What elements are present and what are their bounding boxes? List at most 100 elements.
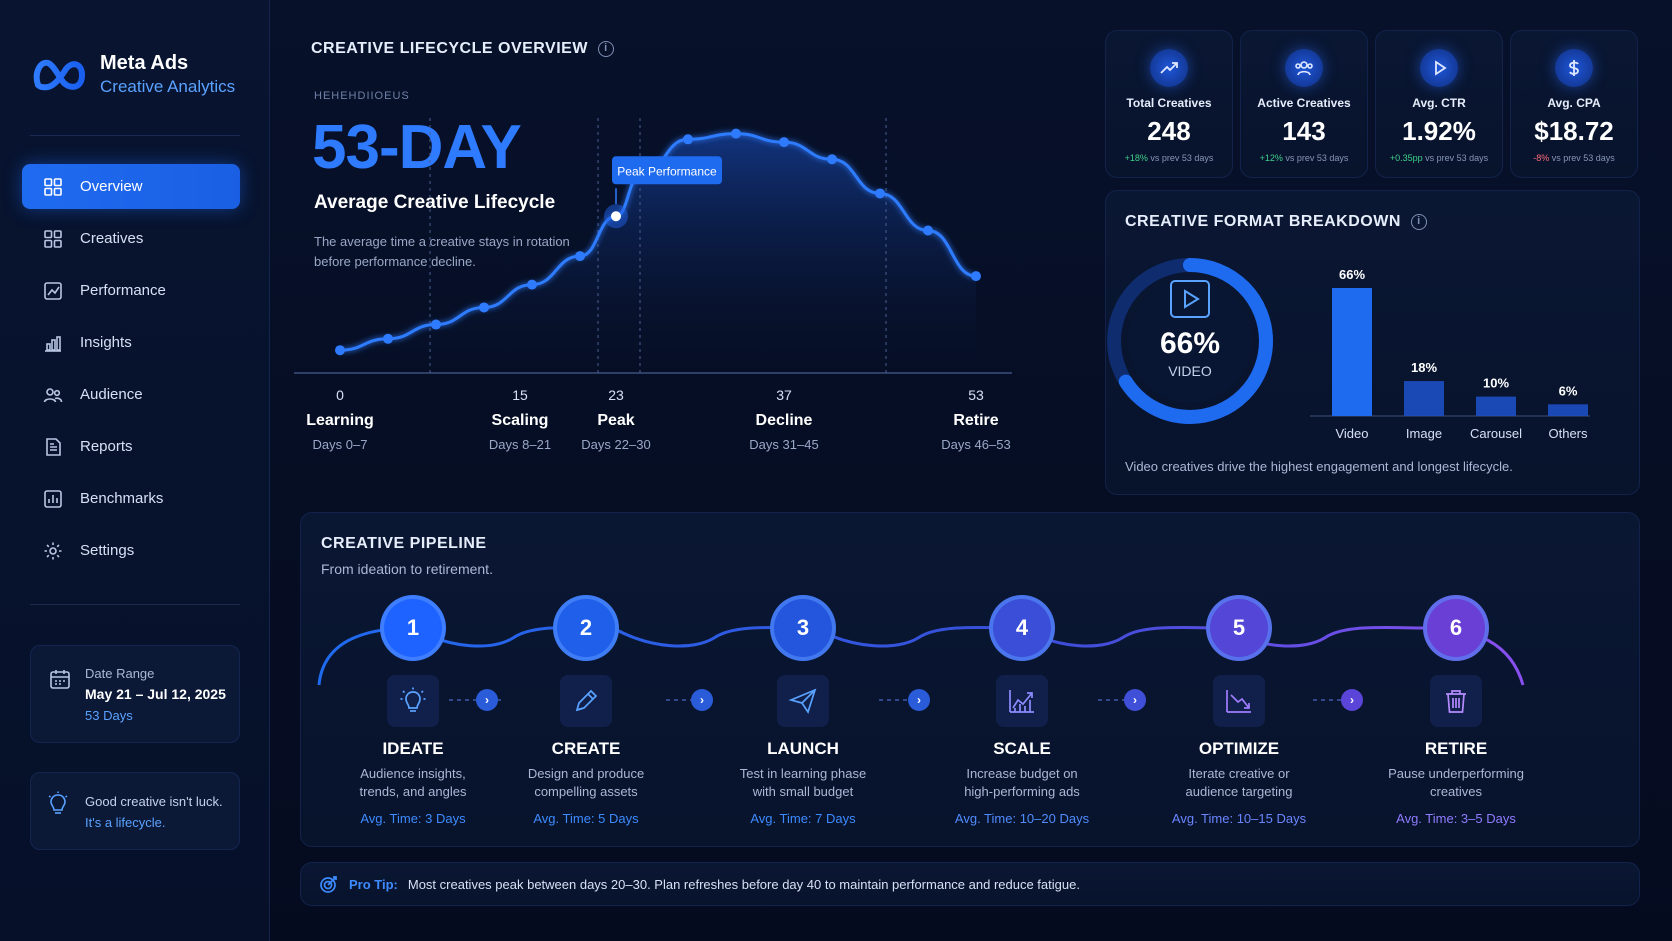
date-range-label: Date Range (85, 666, 155, 681)
trash-icon (1430, 675, 1482, 727)
target-icon (320, 876, 337, 893)
chart-board-icon (42, 280, 64, 302)
stage-name: Scaling (492, 412, 549, 429)
info-icon[interactable]: i (1410, 214, 1427, 230)
sidebar-item-creatives[interactable]: Creatives (22, 216, 240, 261)
step-description: Pause underperforming creatives (1366, 765, 1546, 801)
step-number: 3 (770, 595, 836, 661)
step-name: CREATE (551, 739, 621, 758)
lifecycle-point (875, 188, 885, 199)
sidebar-item-label: Creatives (80, 230, 144, 247)
pipeline-step-create[interactable]: 2 CREATE Design and produce compelling as… (496, 595, 676, 826)
kpi-delta-value: -8% (1533, 153, 1550, 163)
donut-arc (1107, 258, 1273, 424)
sidebar-item-audience[interactable]: Audience (22, 372, 240, 417)
kpi-value: 143 (1282, 116, 1326, 146)
lifecycle-title-text: CREATIVE LIFECYCLE OVERVIEW (311, 40, 588, 57)
brand[interactable]: Meta Ads Creative Analytics (32, 52, 235, 97)
step-desc-line: trends, and angles (359, 784, 467, 799)
grid-icon (42, 228, 64, 250)
users-icon (1285, 49, 1323, 87)
meta-infinity-logo (33, 59, 85, 90)
step-name: RETIRE (1424, 739, 1488, 758)
step-time: Avg. Time: 3 Days (360, 811, 466, 826)
format-bar (1548, 404, 1588, 416)
date-range-value: May 21 – Jul 12, 2025 (85, 686, 226, 702)
sidebar-item-label: Reports (80, 438, 133, 455)
kpi-delta: +18% vs prev 53 days (1106, 153, 1232, 163)
sidebar-item-insights[interactable]: Insights (22, 320, 240, 365)
gear-icon (42, 540, 64, 562)
kpi-delta-value: +12% (1259, 153, 1283, 163)
lifecycle-title: CREATIVE LIFECYCLE OVERVIEW i (311, 40, 614, 58)
sidebar-item-performance[interactable]: Performance (22, 268, 240, 313)
step-desc-line: Test in learning phase (739, 766, 867, 781)
bar-category-label: Video (1335, 426, 1368, 441)
lifecycle-panel: CREATIVE LIFECYCLE OVERVIEW i HEHEHDIIOE… (292, 28, 1092, 498)
pipeline-step-optimize[interactable]: 5 OPTIMIZE Iterate creative or audience t… (1149, 595, 1329, 826)
step-desc-line: with small budget (752, 784, 854, 799)
format-breakdown-note: Video creatives drive the highest engage… (1125, 459, 1513, 474)
bar-value-label: 10% (1483, 376, 1509, 391)
peak-point (611, 211, 621, 222)
kpi-label: Avg. CTR (1412, 96, 1466, 110)
pipeline-step-retire[interactable]: 6 RETIRE Pause underperforming creatives … (1366, 595, 1546, 826)
info-icon[interactable]: i (597, 41, 614, 57)
sidebar-item-label: Benchmarks (80, 490, 164, 507)
lifecycle-point (923, 225, 933, 236)
lifecycle-point (779, 137, 789, 148)
kpi-label: Avg. CPA (1547, 96, 1601, 110)
kpi-value: 248 (1147, 116, 1191, 146)
lifecycle-description: The average time a creative stays in rot… (314, 234, 570, 269)
pro-tip-bar: Pro Tip: Most creatives peak between day… (300, 862, 1640, 906)
step-number: 6 (1423, 595, 1489, 661)
format-bar (1404, 381, 1444, 416)
pipeline-step-scale[interactable]: 4 SCALE Increase budget on high-performin… (932, 595, 1112, 826)
sidebar-item-reports[interactable]: Reports (22, 424, 240, 469)
sidebar-item-overview[interactable]: Overview (22, 164, 240, 209)
step-desc-line: audience targeting (1185, 784, 1293, 799)
date-range-card[interactable]: Date Range May 21 – Jul 12, 2025 53 Days (30, 645, 240, 743)
step-desc-line: creatives (1429, 784, 1483, 799)
lifecycle-point (683, 134, 693, 145)
x-tick-label: 15 (512, 387, 528, 403)
lifecycle-point (335, 345, 345, 356)
bar-category-label: Others (1548, 426, 1588, 441)
step-number: 5 (1206, 595, 1272, 661)
pro-tip-label: Pro Tip: (349, 876, 398, 892)
step-desc-line: compelling assets (534, 784, 638, 799)
sidebar-divider (30, 135, 240, 136)
sidebar: Meta Ads Creative Analytics Overview Cre… (0, 0, 270, 941)
optimize-chart-icon (1213, 675, 1265, 727)
sidebar-item-settings[interactable]: Settings (22, 528, 240, 573)
pipeline-step-launch[interactable]: 3 LAUNCH Test in learning phase with smal… (713, 595, 893, 826)
kpi-label: Active Creatives (1257, 96, 1351, 110)
step-desc-line: Iterate creative or (1188, 766, 1290, 781)
paper-plane-icon (777, 675, 829, 727)
step-time: Avg. Time: 5 Days (533, 811, 639, 826)
sidebar-divider (30, 604, 240, 605)
step-desc-line: Pause underperforming (1388, 766, 1524, 781)
x-tick-label: 53 (968, 387, 984, 403)
stage-days: Days 22–30 (581, 437, 650, 452)
kpi-delta: +12% vs prev 53 days (1241, 153, 1367, 163)
sidebar-item-benchmarks[interactable]: Benchmarks (22, 476, 240, 521)
pipeline-step-ideate[interactable]: 1 IDEATE Audience insights, trends, and a… (323, 595, 503, 826)
chevron-right-icon: › (691, 689, 713, 711)
lifecycle-point (731, 128, 741, 139)
kpi-card-avg-cpa[interactable]: Avg. CPA $18.72 -8% vs prev 53 days (1510, 30, 1638, 178)
bar-value-label: 66% (1339, 267, 1365, 282)
step-name: LAUNCH (767, 739, 839, 758)
pipeline-panel: CREATIVE PIPELINE From ideation to retir… (300, 512, 1640, 847)
insight-chart-icon (42, 332, 64, 354)
kpi-card-total-creatives[interactable]: Total Creatives 248 +18% vs prev 53 days (1105, 30, 1233, 178)
step-description: Increase budget on high-performing ads (932, 765, 1112, 801)
step-name: SCALE (993, 739, 1051, 758)
peak-tooltip-label: Peak Performance (617, 164, 717, 178)
step-desc-line: Increase budget on (966, 766, 1078, 781)
kpi-card-avg-ctr[interactable]: Avg. CTR 1.92% +0.35pp vs prev 53 days (1375, 30, 1503, 178)
stage-days: Days 0–7 (313, 437, 368, 452)
lifecycle-point (479, 302, 489, 313)
kpi-card-active-creatives[interactable]: Active Creatives 143 +12% vs prev 53 day… (1240, 30, 1368, 178)
users-icon (42, 384, 64, 406)
